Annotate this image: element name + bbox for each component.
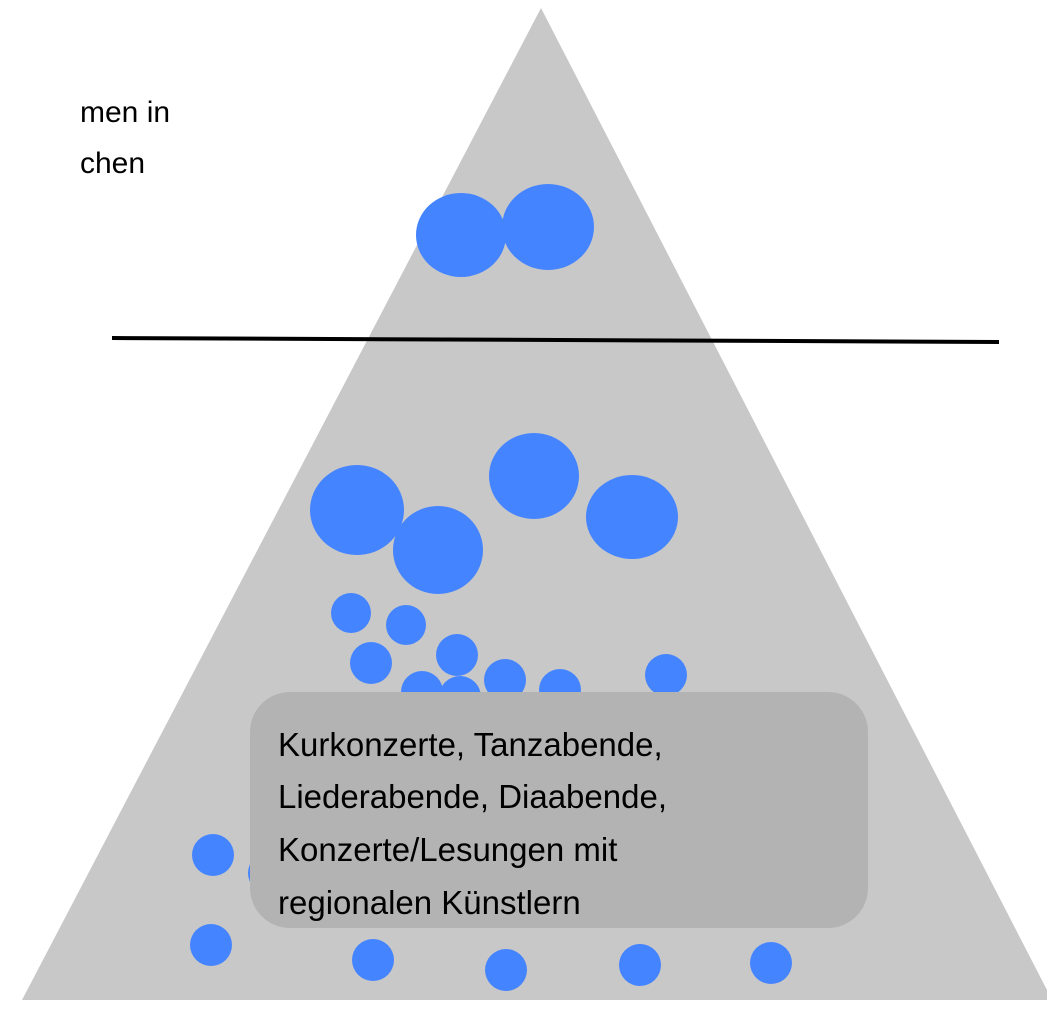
dot xyxy=(436,634,478,676)
dot xyxy=(489,433,579,519)
intro-line: men in xyxy=(80,96,170,129)
dot xyxy=(416,193,506,277)
dot xyxy=(619,944,661,986)
intro-line: chen xyxy=(80,147,145,180)
dot xyxy=(750,942,792,984)
dot xyxy=(310,465,404,555)
dot xyxy=(586,475,678,559)
dot xyxy=(331,593,371,633)
dot xyxy=(190,924,232,966)
text-box xyxy=(250,692,868,928)
box-line: Konzerte/Lesungen mit xyxy=(278,831,617,868)
dot xyxy=(485,949,527,991)
dot xyxy=(352,939,394,981)
dot xyxy=(192,834,234,876)
box-line: Kurkonzerte, Tanzabende, xyxy=(278,726,663,763)
dot xyxy=(502,184,594,270)
box-line: Liederabende, Diaabende, xyxy=(278,778,667,815)
dot xyxy=(386,605,426,645)
dot xyxy=(484,659,526,701)
divider-line xyxy=(111,336,1000,344)
dot xyxy=(393,506,483,594)
box-line: regionalen Künstlern xyxy=(278,884,581,921)
dot xyxy=(350,642,392,684)
dot xyxy=(645,654,687,696)
